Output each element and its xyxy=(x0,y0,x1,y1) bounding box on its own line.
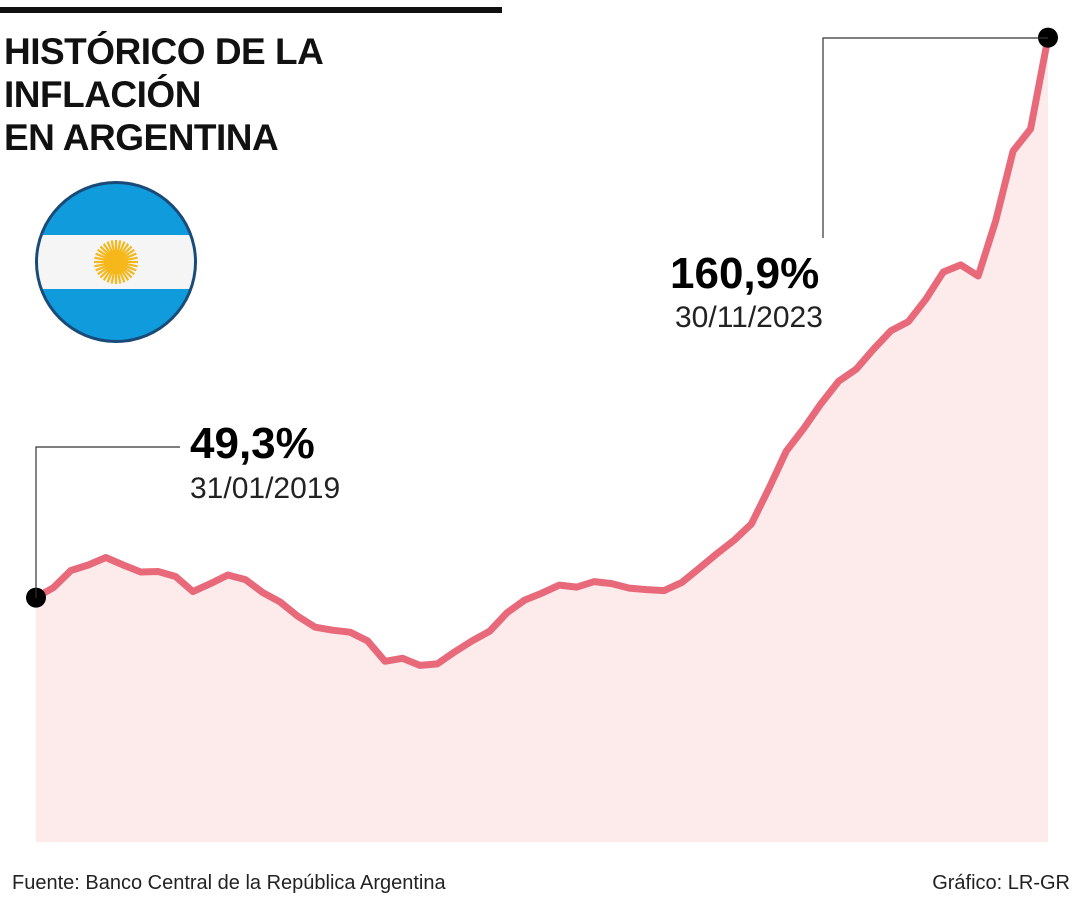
title-rule xyxy=(0,7,502,13)
sun-ray xyxy=(99,268,110,279)
chart-title: HISTÓRICO DE LA INFLACIÓN EN ARGENTINA xyxy=(4,30,524,159)
end-date-label: 30/11/2023 xyxy=(675,301,823,334)
source-note: Fuente: Banco Central de la República Ar… xyxy=(12,872,446,894)
credit-note: Gráfico: LR-GR xyxy=(932,872,1070,894)
inflation-area xyxy=(36,37,1048,843)
sun-ray xyxy=(124,264,137,272)
leader-line-end xyxy=(822,37,1048,238)
sun-ray xyxy=(99,245,110,256)
title-line-2: EN ARGENTINA xyxy=(4,117,279,158)
leader-line-start xyxy=(35,446,180,598)
sun-ray xyxy=(118,241,126,254)
sun-ray xyxy=(95,264,108,272)
sun-ray xyxy=(110,271,116,284)
argentina-flag-icon xyxy=(35,181,197,343)
end-value-label: 160,9% xyxy=(670,249,819,298)
sun-ray xyxy=(116,271,122,284)
sun-ray xyxy=(106,241,114,254)
start-value-label: 49,3% xyxy=(190,419,315,468)
sun-ray xyxy=(122,245,133,256)
sun-ray xyxy=(124,252,137,260)
sun-ray xyxy=(95,252,108,260)
title-line-1: HISTÓRICO DE LA INFLACIÓN xyxy=(4,31,322,115)
start-date-label: 31/01/2019 xyxy=(190,472,340,505)
inflation-line xyxy=(34,36,1052,669)
sun-ray xyxy=(122,268,133,279)
